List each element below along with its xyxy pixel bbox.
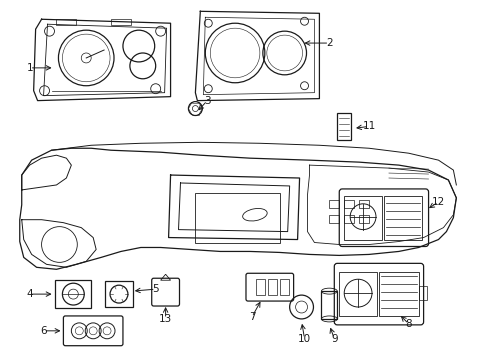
Bar <box>358 200 368 208</box>
Text: 1: 1 <box>26 63 33 73</box>
Bar <box>339 272 376 316</box>
Bar <box>378 272 418 316</box>
Bar <box>328 200 339 208</box>
Text: 12: 12 <box>431 197 444 207</box>
Bar <box>344 196 381 239</box>
Bar <box>255 279 264 295</box>
Bar <box>344 200 353 208</box>
Text: 8: 8 <box>405 319 411 329</box>
Text: 2: 2 <box>325 38 332 48</box>
Bar <box>418 286 426 300</box>
Text: 13: 13 <box>159 314 172 324</box>
Bar <box>111 19 131 25</box>
Bar <box>279 279 288 295</box>
Bar <box>344 215 353 223</box>
Bar <box>267 279 276 295</box>
Bar <box>328 215 339 223</box>
Bar <box>337 113 350 140</box>
Bar <box>321 291 337 319</box>
Bar <box>383 196 421 239</box>
Text: 5: 5 <box>152 284 159 294</box>
Bar <box>55 280 91 308</box>
Text: 7: 7 <box>248 312 255 322</box>
Text: 10: 10 <box>297 334 310 344</box>
Bar <box>105 281 133 307</box>
Bar <box>358 215 368 223</box>
Bar <box>56 19 76 25</box>
Text: 3: 3 <box>203 96 210 105</box>
Text: 9: 9 <box>330 334 337 344</box>
Bar <box>195 193 279 243</box>
Text: 11: 11 <box>362 121 375 131</box>
Text: 4: 4 <box>26 289 33 299</box>
Text: 6: 6 <box>40 326 47 336</box>
